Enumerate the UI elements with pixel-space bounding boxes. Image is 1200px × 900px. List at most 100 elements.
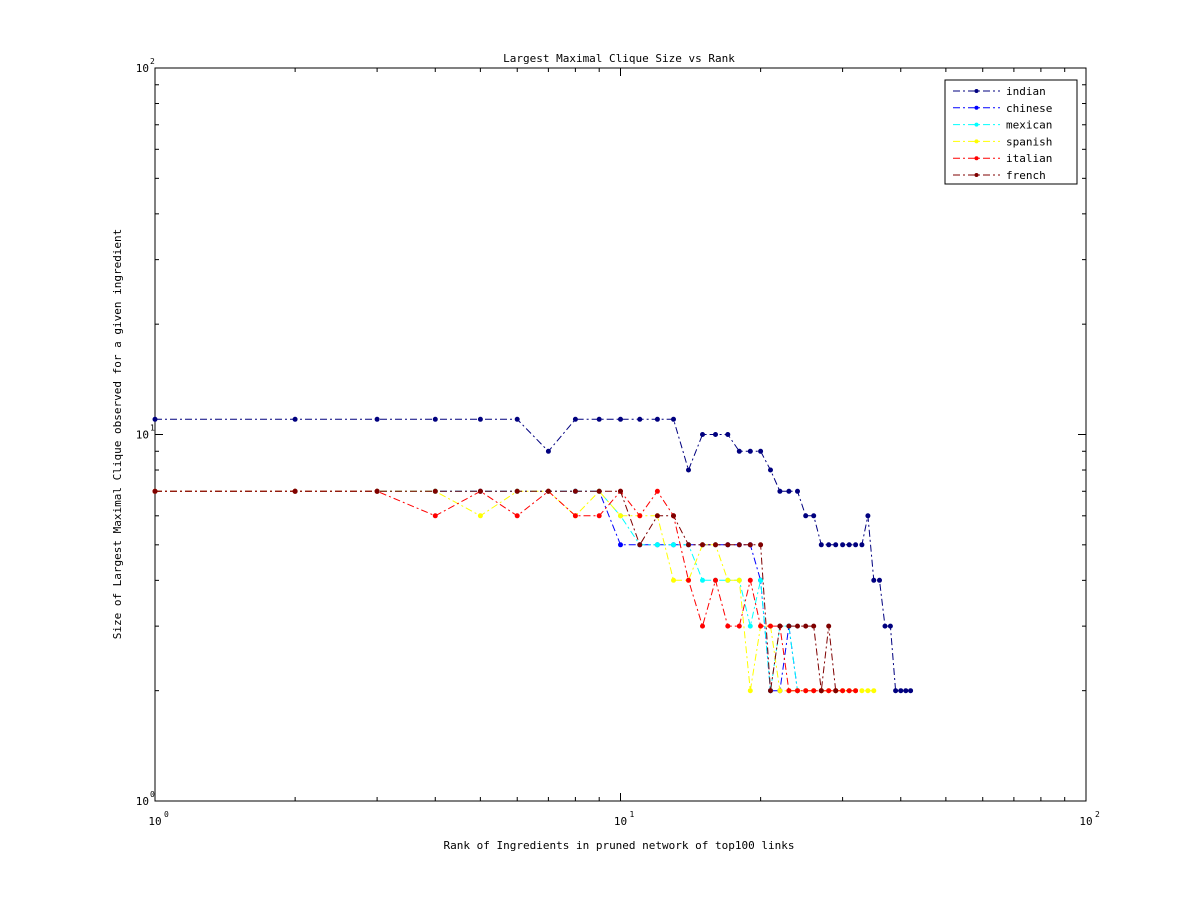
data-point-indian bbox=[877, 577, 882, 583]
data-point-french bbox=[725, 542, 731, 548]
data-point-italian bbox=[853, 688, 859, 694]
data-point-italian bbox=[700, 623, 705, 629]
data-point-indian bbox=[840, 542, 846, 548]
legend-swatch-marker bbox=[974, 122, 979, 127]
data-point-italian bbox=[826, 688, 832, 694]
data-point-spanish bbox=[777, 688, 783, 694]
data-point-indian bbox=[671, 416, 676, 422]
y-tick-label-exponent: 0 bbox=[150, 790, 155, 799]
data-point-indian bbox=[758, 448, 764, 454]
legend-box bbox=[944, 79, 1078, 185]
y-tick-label-exponent: 1 bbox=[150, 424, 155, 433]
data-point-mexican bbox=[700, 577, 705, 583]
x-tick-label: 10 bbox=[614, 815, 627, 828]
data-point-indian bbox=[893, 688, 899, 694]
data-point-italian bbox=[432, 513, 438, 519]
data-point-french bbox=[795, 623, 800, 629]
data-point-italian bbox=[840, 688, 846, 694]
data-point-indian bbox=[152, 416, 158, 422]
data-point-italian bbox=[596, 513, 602, 519]
data-point-french bbox=[654, 513, 660, 519]
data-point-french bbox=[786, 623, 792, 629]
axis-ticks bbox=[154, 68, 1086, 802]
data-point-french bbox=[803, 623, 809, 629]
legend-item-spanish: spanish bbox=[953, 135, 1052, 148]
data-point-indian bbox=[768, 467, 773, 473]
legend-swatch-marker bbox=[974, 156, 979, 161]
data-point-chinese bbox=[618, 542, 623, 548]
data-point-indian bbox=[898, 688, 904, 694]
data-point-indian bbox=[846, 542, 852, 548]
data-point-spanish bbox=[725, 577, 731, 583]
chart-title: Largest Maximal Clique Size vs Rank bbox=[503, 52, 735, 65]
data-point-french bbox=[758, 542, 764, 548]
data-point-indian bbox=[292, 416, 298, 422]
y-tick-label: 10 bbox=[136, 429, 149, 442]
data-point-spanish bbox=[736, 577, 742, 583]
data-point-indian bbox=[514, 416, 520, 422]
x-tick-label-exponent: 0 bbox=[164, 810, 169, 819]
data-point-italian bbox=[637, 513, 643, 519]
data-point-mexican bbox=[671, 542, 676, 548]
legend-swatch-marker bbox=[974, 173, 979, 177]
data-point-french bbox=[618, 488, 623, 494]
data-point-indian bbox=[903, 688, 909, 694]
data-point-italian bbox=[654, 488, 660, 494]
data-point-indian bbox=[865, 513, 871, 519]
data-point-indian bbox=[882, 623, 888, 629]
legend-items: indian chinese mexican spanish italian french bbox=[953, 85, 1052, 182]
y-tick-label: 10 bbox=[136, 62, 149, 75]
data-point-french bbox=[833, 688, 839, 694]
data-point-french bbox=[811, 623, 817, 629]
data-point-spanish bbox=[618, 513, 623, 519]
data-point-spanish bbox=[477, 513, 483, 519]
data-point-french bbox=[477, 488, 483, 494]
legend-label: spanish bbox=[1006, 135, 1052, 148]
series-indian bbox=[152, 416, 914, 694]
data-point-italian bbox=[686, 577, 691, 583]
data-point-italian bbox=[803, 688, 809, 694]
data-point-italian bbox=[514, 513, 520, 519]
legend-label: italian bbox=[1006, 152, 1052, 165]
data-point-indian bbox=[811, 513, 817, 519]
data-point-indian bbox=[618, 416, 623, 422]
data-point-indian bbox=[747, 448, 753, 454]
data-point-italian bbox=[811, 688, 817, 694]
data-point-mexican bbox=[747, 623, 753, 629]
legend-label: mexican bbox=[1006, 119, 1052, 132]
data-point-indian bbox=[859, 542, 865, 548]
data-point-french bbox=[686, 542, 691, 548]
data-point-indian bbox=[887, 623, 893, 629]
data-point-italian bbox=[572, 513, 578, 519]
data-point-french bbox=[747, 542, 753, 548]
data-point-italian bbox=[725, 623, 731, 629]
data-point-italian bbox=[736, 623, 742, 629]
data-point-french bbox=[713, 542, 718, 548]
data-point-french bbox=[671, 513, 676, 519]
data-point-french bbox=[572, 488, 578, 494]
data-point-indian bbox=[700, 432, 705, 437]
data-point-indian bbox=[725, 432, 731, 437]
legend-label: chinese bbox=[1006, 102, 1052, 115]
data-point-indian bbox=[477, 416, 483, 422]
legend-label: indian bbox=[1006, 85, 1046, 98]
data-point-french bbox=[545, 488, 551, 494]
data-point-indian bbox=[736, 448, 742, 454]
data-point-italian bbox=[768, 623, 773, 629]
x-axis-label: Rank of Ingredients in pruned network of… bbox=[444, 839, 795, 852]
data-point-indian bbox=[871, 577, 877, 583]
x-tick-label: 10 bbox=[1079, 815, 1092, 828]
data-point-indian bbox=[795, 488, 800, 494]
data-point-french bbox=[292, 488, 298, 494]
data-point-indian bbox=[786, 488, 792, 494]
data-point-italian bbox=[786, 688, 792, 694]
data-point-indian bbox=[853, 542, 859, 548]
plot-frame bbox=[154, 67, 1087, 802]
data-point-french bbox=[596, 488, 602, 494]
series-french bbox=[152, 488, 839, 694]
data-point-indian bbox=[572, 416, 578, 422]
data-point-indian bbox=[596, 416, 602, 422]
y-axis-label: Size of Largest Maximal Clique observed … bbox=[111, 229, 124, 640]
